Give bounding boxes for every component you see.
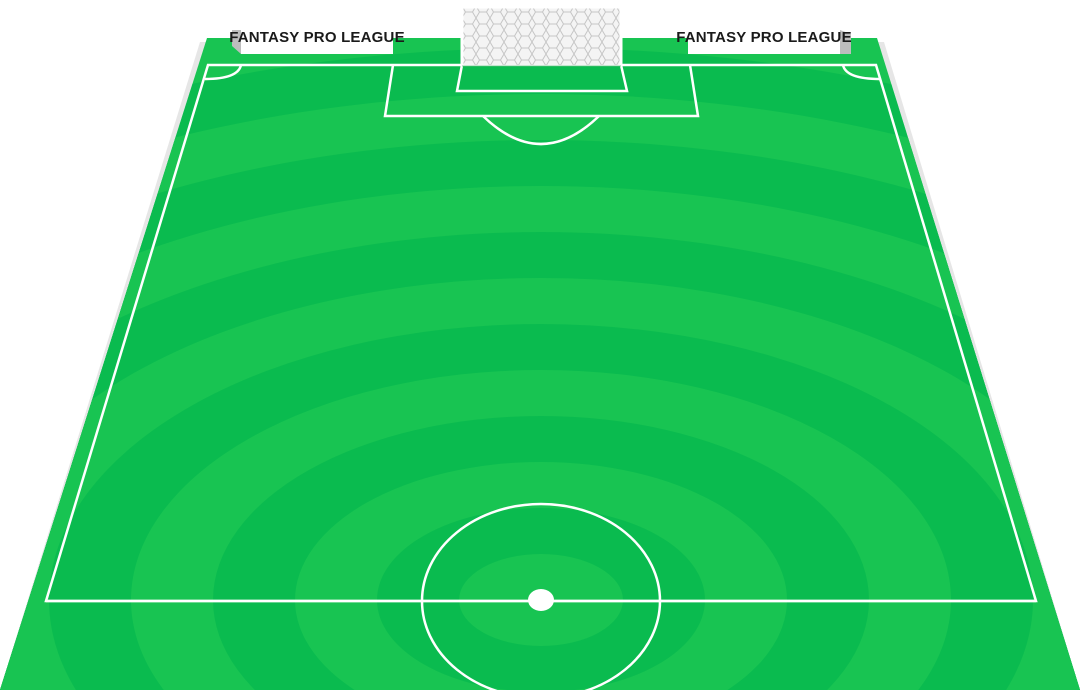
goal [460,5,623,67]
ad-board-right-label: FANTASY PRO LEAGUE [676,29,852,46]
ad-board-right: FANTASY PRO LEAGUE [676,19,852,54]
center-circle [420,502,662,690]
six-yard-box [455,64,629,93]
penalty-box [383,64,700,118]
ad-board-left: FANTASY PRO LEAGUE [229,19,405,54]
corner-arc-right [841,64,881,81]
corner-arc-left [204,64,243,81]
goal-frame [460,5,623,65]
ad-board-left-label: FANTASY PRO LEAGUE [229,29,405,46]
penalty-arc [482,115,600,146]
goal-net [462,7,621,65]
center-spot [528,589,554,611]
